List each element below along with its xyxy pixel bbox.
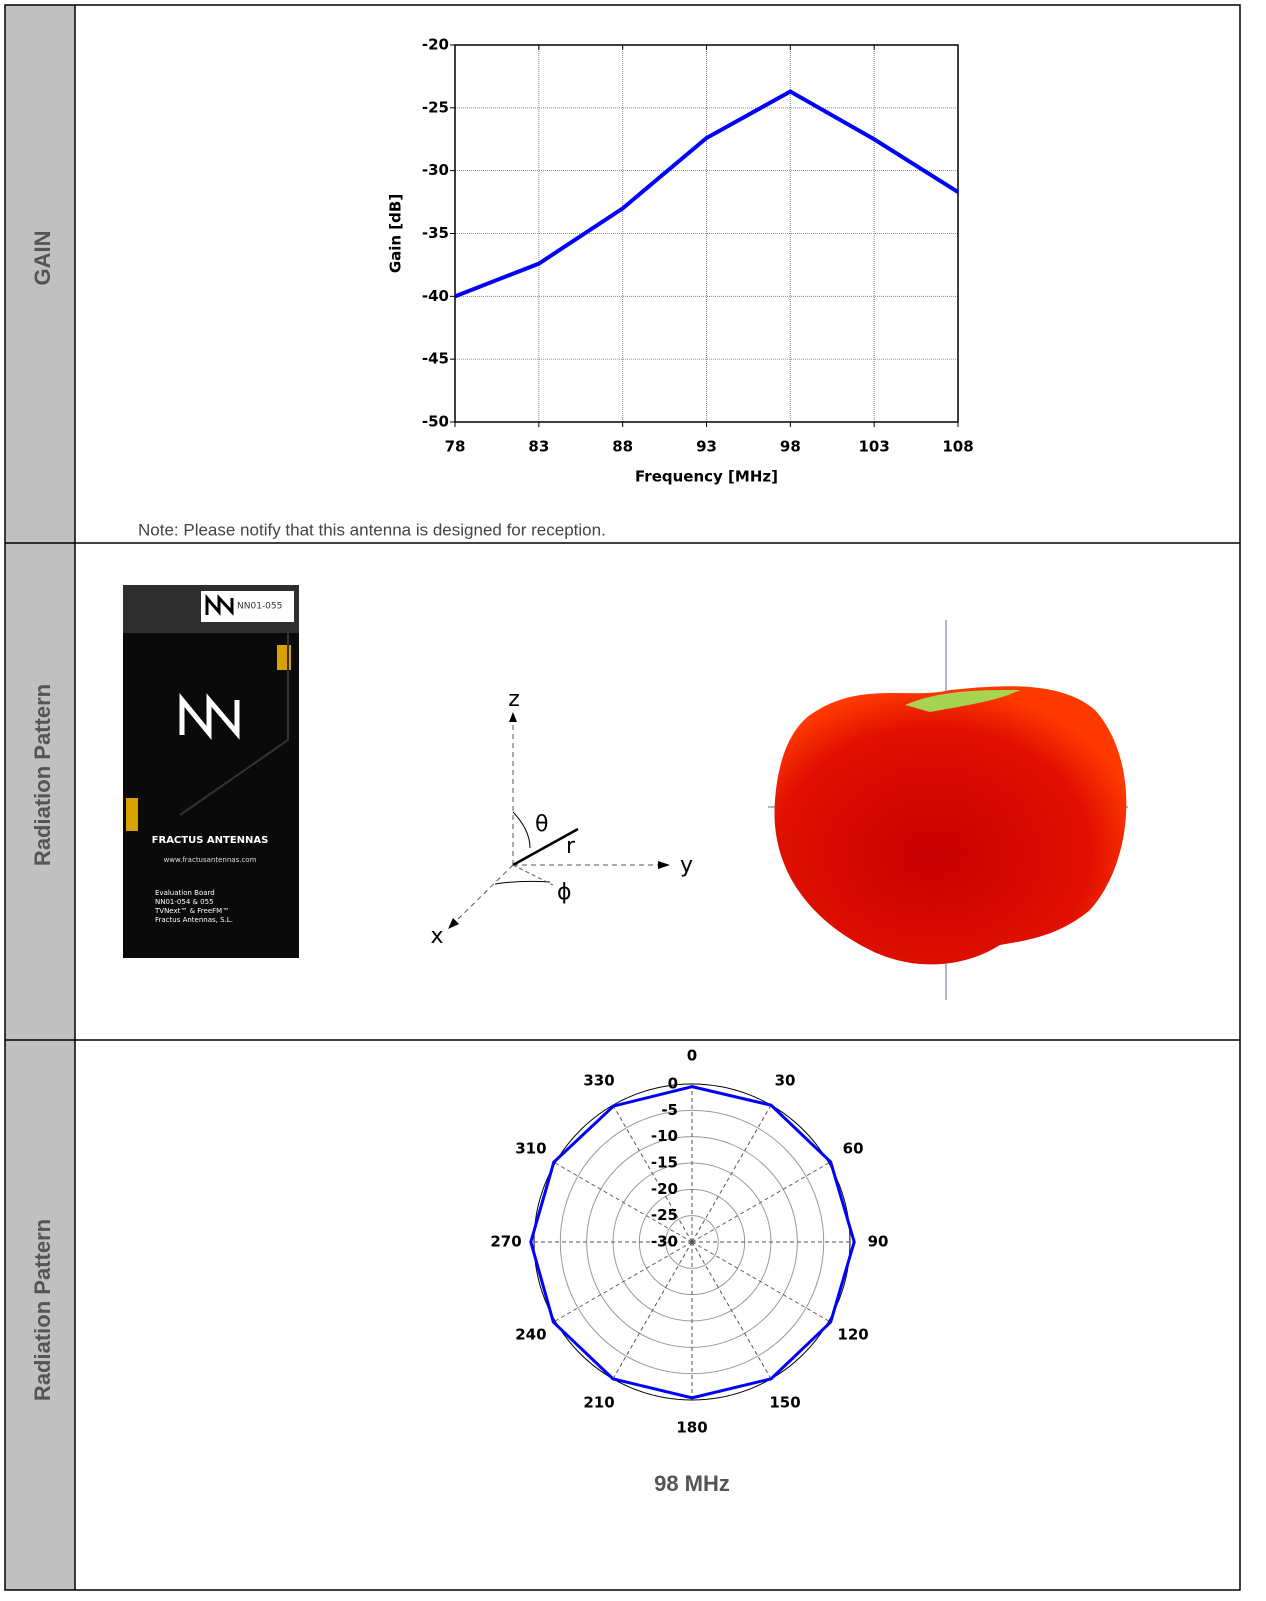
y-axis-label: Gain [dB] bbox=[387, 194, 405, 273]
r-tick-label: -5 bbox=[661, 1101, 678, 1119]
angle-label: 0 bbox=[687, 1047, 697, 1065]
ring bbox=[665, 1215, 719, 1269]
r-tick-label: -25 bbox=[651, 1206, 678, 1224]
board-text: NN01-054 & 055 bbox=[155, 898, 214, 906]
brand: FRACTUS ANTENNAS bbox=[152, 835, 269, 846]
y-tick-label: -35 bbox=[422, 224, 449, 242]
angle-label: 180 bbox=[676, 1419, 707, 1437]
theta-arc bbox=[512, 811, 531, 849]
pattern-line bbox=[529, 1085, 856, 1400]
r-tick-label: -10 bbox=[651, 1127, 678, 1145]
gain-line bbox=[454, 89, 960, 299]
pattern-shape bbox=[774, 686, 1127, 965]
r-tick-label: -15 bbox=[651, 1154, 678, 1172]
arrow bbox=[448, 918, 459, 929]
row-label: Radiation Pattern bbox=[30, 684, 55, 866]
logo bbox=[179, 692, 240, 741]
y-tick-label: -45 bbox=[422, 350, 449, 368]
angle-label: 270 bbox=[490, 1233, 521, 1251]
pads bbox=[126, 798, 138, 831]
x-tick-label: 83 bbox=[528, 438, 549, 456]
x-axis bbox=[451, 864, 514, 926]
x-tick-label: 103 bbox=[859, 438, 890, 456]
pattern-3d bbox=[768, 620, 1128, 1000]
spoke bbox=[691, 1104, 772, 1243]
angle-label: 90 bbox=[868, 1233, 889, 1251]
x-tick-label: 93 bbox=[696, 438, 717, 456]
plot-frame bbox=[454, 44, 959, 423]
angle-label: 120 bbox=[837, 1326, 868, 1344]
r-vector bbox=[512, 827, 579, 867]
x-tick-label: 108 bbox=[942, 438, 973, 456]
r-tick-label: 0 bbox=[668, 1075, 678, 1093]
phi-arc bbox=[494, 880, 551, 885]
r-tick-label: -20 bbox=[651, 1180, 678, 1198]
axis-name: r bbox=[566, 834, 576, 859]
y-tick-label: -25 bbox=[422, 98, 449, 116]
logo bbox=[205, 593, 234, 617]
angle-label: 150 bbox=[769, 1394, 800, 1412]
axis-name: x bbox=[430, 924, 443, 949]
spoke bbox=[691, 1162, 830, 1243]
spoke bbox=[554, 1162, 693, 1243]
spoke bbox=[612, 1241, 693, 1380]
arrow bbox=[509, 712, 517, 722]
row-label: GAIN bbox=[30, 231, 55, 286]
caption: 98 MHz bbox=[654, 1471, 730, 1496]
note: Note: Please notify that this antenna is… bbox=[138, 520, 606, 539]
axis-name: ϕ bbox=[557, 880, 572, 905]
board-text: Fractus Antennas, S.L. bbox=[155, 916, 233, 924]
board-image: NN01-055 FRACTUS ANTENNAS www.fractusant… bbox=[123, 585, 299, 958]
spoke bbox=[691, 1241, 772, 1380]
x-tick-label: 98 bbox=[780, 438, 801, 456]
trace bbox=[179, 630, 289, 816]
model-badge bbox=[201, 591, 294, 622]
axis-name: θ bbox=[535, 812, 548, 837]
y-tick-label: -40 bbox=[422, 287, 449, 305]
board-text: Evaluation Board bbox=[155, 889, 215, 897]
angle-label: 330 bbox=[583, 1071, 614, 1089]
ring bbox=[559, 1109, 825, 1375]
axes-diagram: z y x θ r ϕ bbox=[430, 687, 693, 949]
model: NN01-055 bbox=[237, 602, 282, 612]
axis-name: y bbox=[680, 853, 693, 878]
y-tick-label: -50 bbox=[422, 413, 449, 431]
x-tick-label: 88 bbox=[612, 438, 633, 456]
row-label: Radiation Pattern bbox=[30, 1219, 55, 1401]
url: www.fractusantennas.com bbox=[164, 856, 257, 864]
axis-name: z bbox=[508, 687, 520, 712]
angle-label: 60 bbox=[843, 1140, 864, 1158]
highlight bbox=[905, 690, 1020, 712]
x-tick-label: 78 bbox=[445, 438, 466, 456]
angle-label: 310 bbox=[515, 1140, 546, 1158]
board bbox=[123, 585, 299, 958]
r-tick-label: -30 bbox=[651, 1233, 678, 1251]
y-tick-label: -20 bbox=[422, 36, 449, 54]
angle-label: 30 bbox=[775, 1071, 796, 1089]
projection bbox=[512, 864, 554, 886]
x-axis-label: Frequency [MHz] bbox=[635, 468, 778, 486]
angle-label: 240 bbox=[515, 1326, 546, 1344]
table-border bbox=[4, 4, 1241, 1591]
board-text: TVNext™ & FreeFM™ bbox=[154, 907, 229, 915]
spoke bbox=[554, 1241, 693, 1322]
label-column bbox=[5, 5, 75, 1590]
y-tick-label: -30 bbox=[422, 161, 449, 179]
angle-label: 210 bbox=[583, 1394, 614, 1412]
arrow bbox=[658, 861, 670, 869]
spoke bbox=[691, 1241, 830, 1322]
spoke bbox=[612, 1104, 693, 1243]
